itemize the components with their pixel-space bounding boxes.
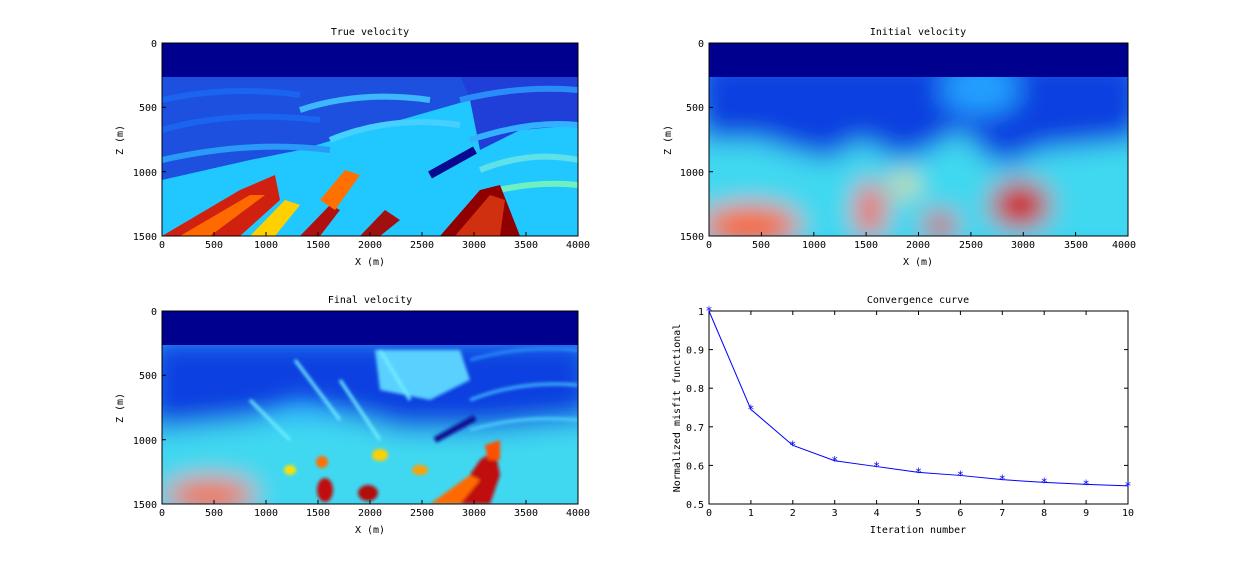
x-tick-label: 500 (205, 508, 223, 519)
heatmap-image (162, 43, 578, 236)
x-tick-label: 0 (706, 508, 712, 519)
x-tick-label: 4 (874, 508, 880, 519)
data-point-marker: * (1124, 479, 1131, 493)
x-axis-label: X (m) (903, 257, 933, 268)
x-tick-label: 1000 (802, 240, 826, 251)
y-tick-label: 1000 (680, 168, 704, 179)
data-point-marker: * (705, 304, 712, 318)
x-tick-label: 7 (999, 508, 1005, 519)
data-point-marker: * (1041, 475, 1048, 489)
x-tick-label: 1500 (854, 240, 878, 251)
x-tick-label: 9 (1083, 508, 1089, 519)
y-tick-label: 1500 (133, 232, 157, 243)
x-tick-label: 500 (205, 240, 223, 251)
data-point-marker: * (957, 468, 964, 482)
data-point-marker: * (747, 402, 754, 416)
data-point-marker: * (999, 473, 1006, 487)
y-tick-label: 0 (698, 39, 704, 50)
y-ticks: 0.5 0.6 0.7 0.8 0.9 1 (686, 307, 1128, 511)
x-tick-label: 3500 (1064, 240, 1088, 251)
data-point-marker: * (831, 454, 838, 468)
x-tick-label: 2000 (906, 240, 930, 251)
x-tick-label: 3 (832, 508, 838, 519)
series-convergence: * * * * * * * * * * * (705, 304, 1131, 493)
y-ticks: 0 500 1000 1500 (680, 39, 713, 243)
panel-title: True velocity (331, 27, 409, 38)
x-tick-label: 1000 (254, 508, 278, 519)
x-tick-label: 500 (752, 240, 770, 251)
y-axis-label: Normalized misfit functional (672, 324, 683, 493)
x-tick-label: 4000 (566, 508, 590, 519)
y-axis-label: Z (m) (115, 125, 126, 155)
x-tick-label: 2000 (358, 240, 382, 251)
data-point-marker: * (1082, 477, 1089, 491)
x-tick-label: 2500 (410, 240, 434, 251)
y-tick-label: 0 (151, 307, 157, 318)
x-tick-label: 10 (1122, 508, 1134, 519)
x-tick-label: 8 (1041, 508, 1047, 519)
x-tick-label: 2000 (358, 508, 382, 519)
x-tick-label: 1 (748, 508, 754, 519)
x-ticks: 0 500 1000 1500 2000 2500 3000 3500 4000 (706, 232, 1136, 251)
y-tick-label: 1500 (133, 500, 157, 511)
x-tick-label: 0 (159, 240, 165, 251)
data-point-marker: * (789, 438, 796, 452)
x-tick-label: 0 (706, 240, 712, 251)
x-tick-label: 6 (957, 508, 963, 519)
y-tick-label: 0 (151, 39, 157, 50)
x-axis-label: X (m) (355, 257, 385, 268)
x-tick-label: 3000 (462, 240, 486, 251)
panel-true-velocity: True velocity (115, 27, 590, 268)
data-point-marker: * (873, 460, 880, 474)
x-tick-label: 1000 (254, 240, 278, 251)
y-tick-label: 500 (139, 371, 157, 382)
heatmap-image (162, 311, 578, 504)
panel-initial-velocity: Initial velocity 0 500 1000 1500 2000 25… (663, 27, 1136, 268)
x-tick-label: 3000 (462, 508, 486, 519)
y-tick-label: 1500 (680, 232, 704, 243)
convergence-line (708, 310, 1129, 487)
panel-title: Convergence curve (867, 295, 969, 306)
x-tick-label: 0 (159, 508, 165, 519)
y-ticks: 0 500 1000 1500 (133, 307, 166, 511)
y-tick-label: 1 (698, 307, 704, 318)
y-tick-label: 500 (686, 103, 704, 114)
x-tick-label: 3000 (1011, 240, 1035, 251)
x-tick-label: 3500 (514, 240, 538, 251)
panel-title: Final velocity (328, 295, 412, 306)
y-tick-label: 0.9 (686, 346, 704, 357)
y-tick-label: 0.6 (686, 461, 704, 472)
panel-final-velocity: Final velocity (115, 295, 590, 536)
x-axis-label: X (m) (355, 525, 385, 536)
x-tick-label: 4000 (566, 240, 590, 251)
x-tick-label: 2500 (959, 240, 983, 251)
x-tick-label: 2 (790, 508, 796, 519)
x-tick-label: 4000 (1112, 240, 1136, 251)
x-tick-label: 3500 (514, 508, 538, 519)
x-tick-label: 1500 (306, 508, 330, 519)
y-tick-label: 1000 (133, 436, 157, 447)
x-ticks: 0 500 1000 1500 2000 2500 3000 3500 4000 (159, 232, 590, 251)
y-axis-label: Z (m) (115, 393, 126, 423)
panel-convergence-curve: Convergence curve 0 1 2 3 4 5 6 7 8 9 10 0.5 0.6 0.7… (672, 295, 1134, 536)
x-ticks: 0 1 2 3 4 5 6 7 8 9 10 (706, 311, 1134, 519)
y-tick-label: 500 (139, 103, 157, 114)
y-tick-label: 1000 (133, 168, 157, 179)
panel-title: Initial velocity (870, 27, 966, 38)
y-tick-label: 0.7 (686, 423, 704, 434)
y-axis-label: Z (m) (663, 125, 674, 155)
y-ticks: 0 500 1000 1500 (133, 39, 166, 243)
y-tick-label: 0.8 (686, 384, 704, 395)
x-tick-label: 2500 (410, 508, 434, 519)
x-ticks: 0 500 1000 1500 2000 2500 3000 3500 4000 (159, 500, 590, 519)
x-axis-label: Iteration number (870, 525, 966, 536)
heatmap-image (709, 43, 1128, 236)
data-point-marker: * (915, 465, 922, 479)
y-tick-label: 0.5 (686, 500, 704, 511)
x-tick-label: 5 (915, 508, 921, 519)
axes-box (708, 310, 1129, 505)
x-tick-label: 1500 (306, 240, 330, 251)
